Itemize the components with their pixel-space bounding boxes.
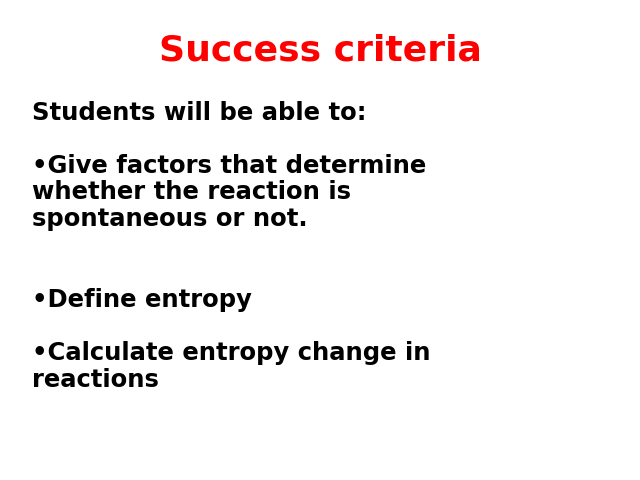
Text: •Define entropy: •Define entropy (32, 288, 252, 312)
Text: Students will be able to:: Students will be able to: (32, 101, 367, 125)
Text: •Calculate entropy change in
reactions: •Calculate entropy change in reactions (32, 341, 431, 392)
Text: Success criteria: Success criteria (159, 34, 481, 68)
Text: •Give factors that determine
whether the reaction is
spontaneous or not.: •Give factors that determine whether the… (32, 154, 426, 231)
